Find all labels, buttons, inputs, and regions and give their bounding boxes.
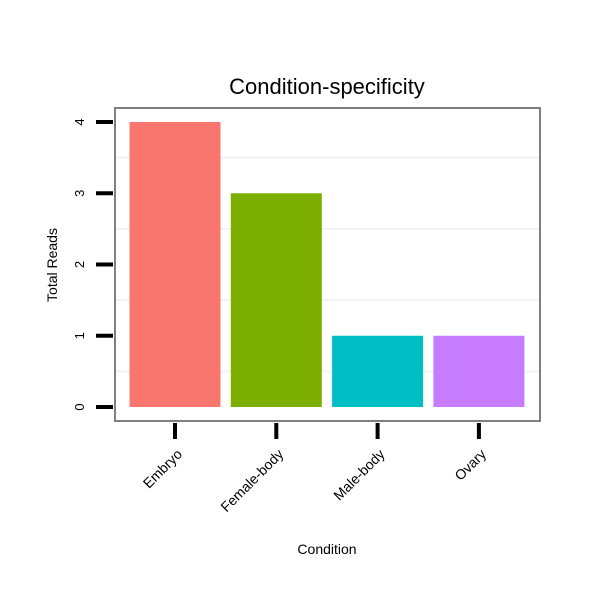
- x-axis: Embryo Female-body Male-body Ovary: [140, 423, 489, 515]
- chart-title: Condition-specificity: [229, 74, 425, 99]
- x-tick-label: Embryo: [140, 446, 186, 492]
- bar-female-body: [230, 193, 322, 407]
- y-tick-label: 4: [72, 118, 87, 125]
- y-tick-label: 0: [72, 403, 87, 410]
- y-axis-label: Total Reads: [44, 228, 60, 302]
- y-axis: 0 1 2 3 4: [72, 118, 113, 411]
- bar-embryo: [129, 122, 221, 407]
- bar-male-body: [332, 335, 424, 407]
- x-tick-label: Ovary: [451, 446, 489, 484]
- y-tick-label: 2: [72, 261, 87, 268]
- x-tick-label: Female-body: [217, 446, 286, 515]
- x-tick-label: Male-body: [330, 446, 388, 504]
- y-tick-label: 3: [72, 190, 87, 197]
- bars: [129, 122, 525, 407]
- y-tick-label: 1: [72, 332, 87, 339]
- bar-ovary: [433, 335, 525, 407]
- x-axis-label: Condition: [297, 541, 356, 557]
